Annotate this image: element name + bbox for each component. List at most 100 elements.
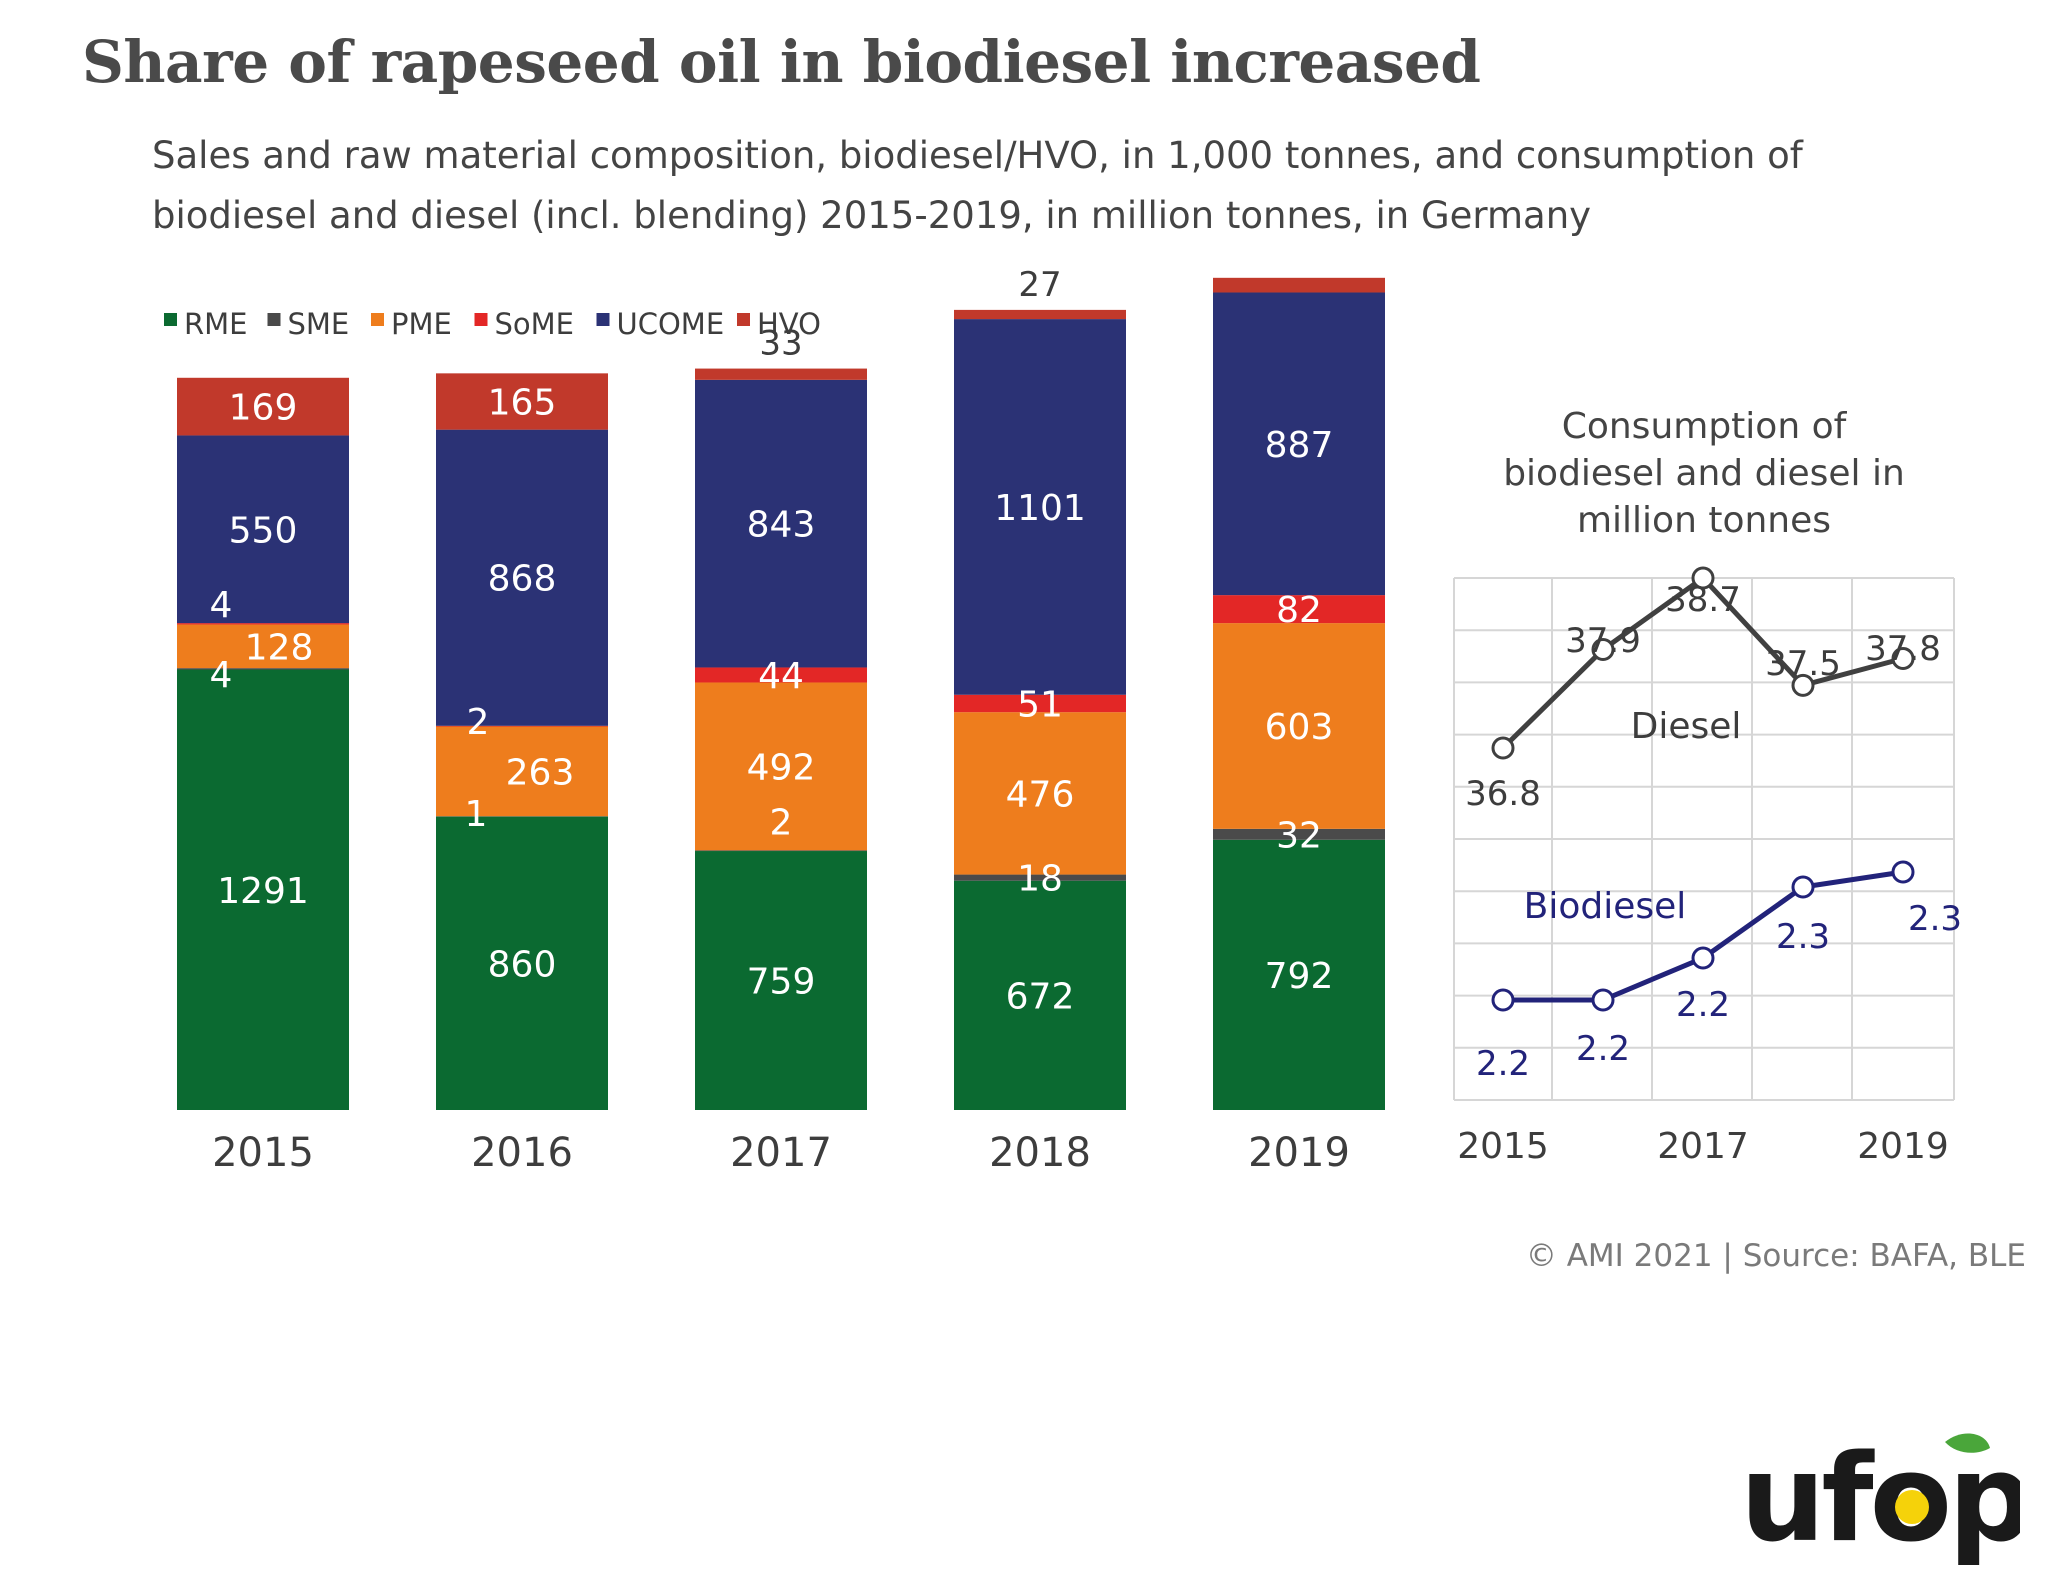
line-x-tick-label-2015: 2015 (1457, 1126, 1549, 1167)
svg-text:ufop: ufop (1740, 1430, 2020, 1569)
bar-label-some-2018: 51 (1017, 684, 1063, 725)
bar-label-rme-2019: 792 (1265, 956, 1334, 997)
data-label-diesel-2018: 37.5 (1765, 644, 1841, 684)
legend-label-hvo: HVO (757, 307, 821, 341)
bar-segment-rme-2019 (1213, 839, 1385, 1110)
bar-label-ucome-2015: 550 (229, 510, 298, 551)
bar-segment-some-2015 (177, 623, 349, 625)
legend-label-some: SoME (495, 307, 575, 341)
bar-label-some-2019: 82 (1276, 590, 1322, 631)
bar-segment-some-2016 (436, 725, 608, 727)
line-chart-title-line-1: Consumption of (1562, 406, 1848, 447)
bar-segment-sme-2017 (695, 850, 867, 852)
bar-segment-ucome-2015 (177, 435, 349, 624)
bar-label-hvo-2015: 169 (229, 388, 298, 429)
legend-label-ucome: UCOME (617, 307, 725, 341)
bar-label-rme-2016: 860 (488, 944, 557, 985)
bar-segment-sme-2018 (954, 874, 1126, 881)
point-biodiesel-2019 (1891, 860, 1915, 884)
bar-segment-some-2017 (695, 667, 867, 683)
point-diesel-2015 (1491, 736, 1515, 760)
x-tick-label-2018: 2018 (989, 1130, 1091, 1176)
data-label-diesel-2017: 38.7 (1665, 580, 1741, 620)
data-label-biodiesel-2018: 2.3 (1776, 917, 1830, 957)
bar-label-some-2017: 44 (758, 656, 804, 697)
x-tick-label-2017: 2017 (730, 1130, 832, 1176)
bar-segment-some-2018 (954, 694, 1126, 713)
point-diesel-2016 (1591, 638, 1615, 662)
line-x-tick-label-2019: 2019 (1857, 1126, 1949, 1167)
legend-swatch-sme (267, 313, 281, 326)
data-label-diesel-2016: 37.9 (1565, 621, 1641, 661)
point-biodiesel-2016 (1591, 988, 1615, 1012)
bar-label-pme-2018: 476 (1006, 774, 1075, 815)
legend-label-rme: RME (184, 307, 248, 341)
bar-segment-pme-2017 (695, 682, 867, 851)
bar-segment-pme-2018 (954, 712, 1126, 875)
chart-title: Share of rapeseed oil in biodiesel incre… (82, 28, 1481, 96)
bar-segment-pme-2016 (436, 726, 608, 817)
line-chart-title-line-3: million tonnes (1577, 500, 1831, 541)
series-label-diesel: Diesel (1631, 706, 1742, 747)
bar-segment-sme-2015 (177, 668, 349, 670)
data-label-biodiesel-2015: 2.2 (1476, 1044, 1530, 1084)
bar-label-rme-2015: 1291 (217, 871, 309, 912)
bar-label-ucome-2018: 1101 (994, 488, 1086, 529)
source-note: © AMI 2021 | Source: BAFA, BLE (1525, 1238, 2026, 1274)
line-x-tick-label-2017: 2017 (1657, 1126, 1749, 1167)
bar-label-sme-2018: 18 (1017, 859, 1063, 900)
legend-label-pme: PME (391, 307, 452, 341)
bar-segment-hvo-2016 (436, 373, 608, 430)
bar-label-pme-2016: 263 (506, 752, 575, 793)
data-label-biodiesel-2017: 2.2 (1676, 985, 1730, 1025)
point-diesel-2017 (1691, 566, 1715, 590)
bar-label-sme-2015: 4 (210, 655, 233, 696)
legend-swatch-pme (371, 313, 384, 326)
bar-label-pme-2017: 492 (747, 747, 816, 788)
point-biodiesel-2018 (1791, 875, 1815, 899)
legend-label-sme: SME (288, 307, 350, 341)
bar-segment-hvo-2019 (1213, 277, 1385, 293)
bar-segment-rme-2018 (954, 880, 1126, 1110)
line-chart-title-line-2: biodiesel and diesel in (1503, 453, 1905, 494)
x-tick-label-2015: 2015 (212, 1130, 314, 1176)
bar-label-hvo-2019: 43 (1277, 270, 1320, 273)
x-tick-label-2019: 2019 (1248, 1130, 1350, 1176)
bar-label-ucome-2016: 868 (488, 559, 557, 600)
bar-label-sme-2017: 2 (770, 802, 793, 843)
data-label-diesel-2019: 37.8 (1865, 629, 1941, 669)
bar-segment-ucome-2017 (695, 379, 867, 668)
data-label-biodiesel-2016: 2.2 (1576, 1029, 1630, 1069)
bar-label-rme-2018: 672 (1006, 976, 1075, 1017)
point-biodiesel-2017 (1691, 946, 1715, 970)
consumption-line-chart: Consumption of biodiesel and diesel in mil… (1453, 406, 1962, 1167)
bar-segment-pme-2015 (177, 624, 349, 669)
series-label-biodiesel: Biodiesel (1524, 886, 1687, 927)
bar-label-some-2015: 4 (210, 585, 233, 626)
bar-label-pme-2015: 128 (245, 627, 314, 668)
legend-swatch-ucome (596, 313, 610, 326)
chart-subtitle: Sales and raw material composition, biod… (152, 134, 1803, 237)
bar-segment-rme-2015 (177, 669, 349, 1110)
data-label-diesel-2015: 36.8 (1465, 774, 1541, 814)
bar-segment-ucome-2018 (954, 319, 1126, 695)
bar-segment-some-2019 (1213, 595, 1385, 624)
legend-swatch-rme (164, 313, 177, 326)
legend-swatch-some (474, 313, 488, 326)
bar-segment-ucome-2016 (436, 429, 608, 726)
point-diesel-2018 (1791, 673, 1815, 697)
bar-label-hvo-2016: 165 (488, 382, 557, 423)
data-label-biodiesel-2019: 2.3 (1908, 899, 1962, 939)
bar-label-pme-2019: 603 (1265, 707, 1334, 748)
bar-label-ucome-2017: 843 (747, 505, 816, 546)
bar-label-sme-2016: 1 (465, 794, 488, 835)
bar-label-rme-2017: 759 (747, 962, 816, 1003)
bar-label-ucome-2019: 887 (1265, 425, 1334, 466)
bar-segment-hvo-2015 (177, 377, 349, 436)
bar-label-hvo-2018: 27 (1018, 270, 1061, 305)
bar-segment-rme-2017 (695, 851, 867, 1110)
bar-segment-pme-2019 (1213, 623, 1385, 829)
bar-segment-hvo-2017 (695, 368, 867, 380)
bar-segment-sme-2019 (1213, 828, 1385, 840)
x-tick-label-2016: 2016 (471, 1130, 573, 1176)
